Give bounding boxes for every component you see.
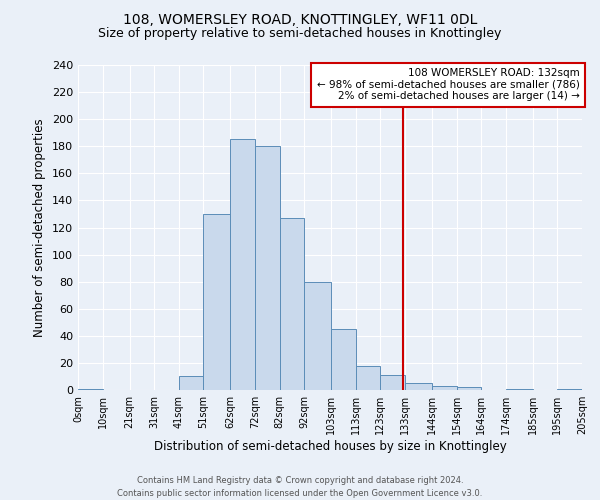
Text: Size of property relative to semi-detached houses in Knottingley: Size of property relative to semi-detach… [98,28,502,40]
Bar [255,146,280,390]
Bar [78,388,103,390]
Bar [280,218,304,390]
Bar [203,214,230,390]
Bar [405,383,432,390]
Bar [557,388,582,390]
Bar [230,140,255,390]
Y-axis label: Number of semi-detached properties: Number of semi-detached properties [34,118,46,337]
Text: Contains HM Land Registry data © Crown copyright and database right 2024.
Contai: Contains HM Land Registry data © Crown c… [118,476,482,498]
Bar [380,375,405,390]
Bar [506,388,533,390]
Bar [457,388,481,390]
Bar [331,329,356,390]
X-axis label: Distribution of semi-detached houses by size in Knottingley: Distribution of semi-detached houses by … [154,440,506,453]
Bar [304,282,331,390]
Bar [179,376,203,390]
Text: 108, WOMERSLEY ROAD, KNOTTINGLEY, WF11 0DL: 108, WOMERSLEY ROAD, KNOTTINGLEY, WF11 0… [123,12,477,26]
Bar [356,366,380,390]
Text: 108 WOMERSLEY ROAD: 132sqm
← 98% of semi-detached houses are smaller (786)
2% of: 108 WOMERSLEY ROAD: 132sqm ← 98% of semi… [317,68,580,102]
Bar [432,386,457,390]
